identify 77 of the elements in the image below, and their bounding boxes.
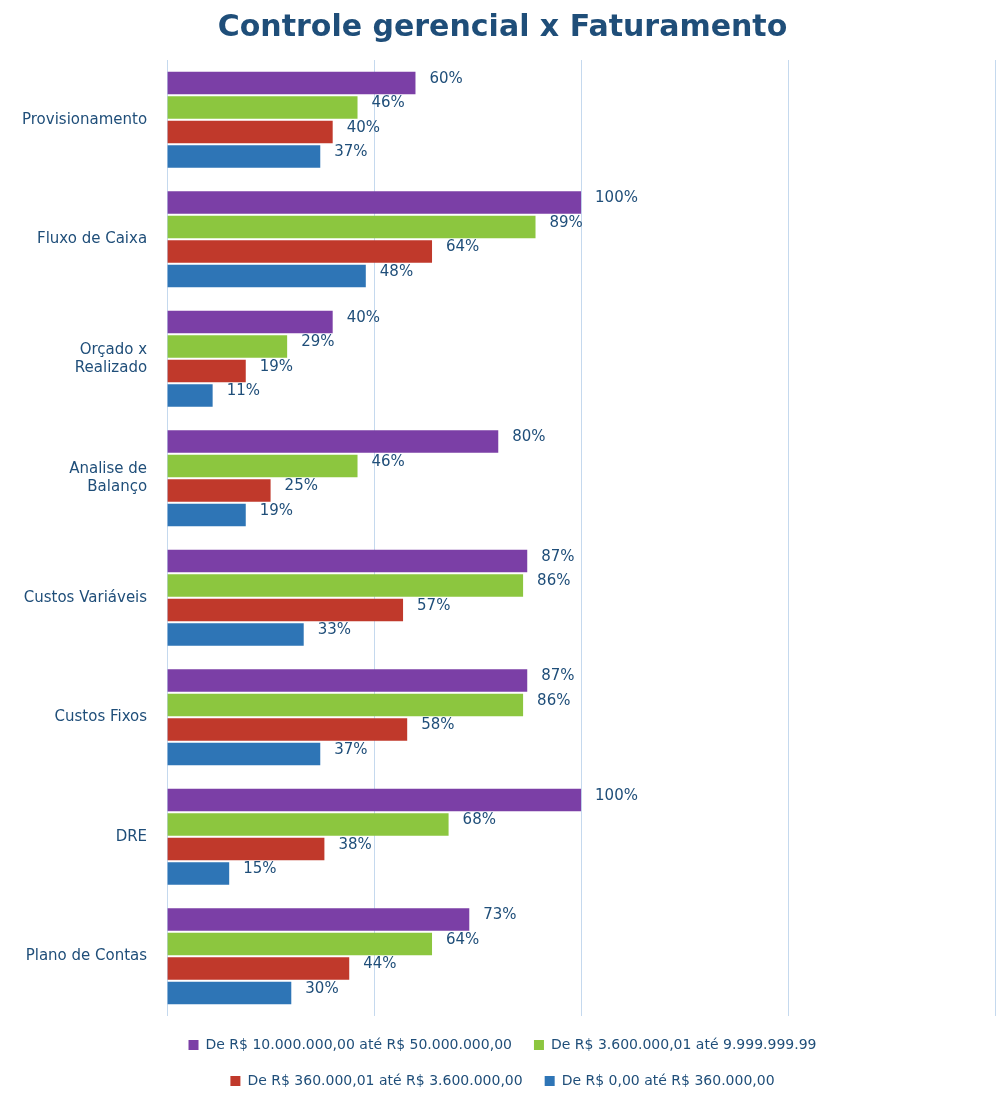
data-label: 60% [429,68,463,87]
data-label: 48% [379,261,414,280]
bar [167,71,416,95]
legend-label: De R$ 360.000,01 até R$ 3.600.000,00 [247,1071,523,1088]
data-label: 87% [541,546,575,565]
data-label: 11% [226,381,260,400]
bar [167,191,582,214]
data-label: 25% [284,476,318,495]
data-label: 19% [259,500,294,519]
data-label: 86% [537,690,571,709]
y-tick-label: Fluxo de Caixa [37,229,148,248]
data-label: 38% [338,834,372,853]
data-label: 37% [334,739,368,758]
bar [167,837,325,861]
bar [167,120,333,144]
data-label: 19% [259,356,294,375]
data-label: 30% [305,978,339,997]
bar [167,359,246,383]
bar [167,598,404,622]
legend-label: De R$ 10.000.000,00 até R$ 50.000.000,00 [205,1035,512,1052]
data-label: 64% [446,929,480,948]
data-label: 57% [417,595,451,614]
legend-label: De R$ 0,00 até R$ 360.000,00 [561,1071,775,1088]
data-label: 86% [537,571,571,590]
bar [167,908,470,931]
y-tick-label: Analise de Balanço [69,459,148,496]
data-label: 58% [421,715,455,734]
data-label: 100% [595,188,638,207]
data-label: 64% [446,237,480,256]
data-label: 33% [317,620,352,639]
data-label: 37% [334,142,368,161]
data-label: 89% [549,212,583,231]
data-label: 80% [512,427,546,446]
bar [167,574,524,597]
bar [167,96,358,119]
data-label: 73% [483,905,517,924]
y-tick-label: Orçado x Realizado [74,339,148,376]
bar [167,145,321,168]
bar [167,862,230,885]
bar [167,384,213,407]
data-label: 68% [462,810,496,829]
data-label: 44% [363,954,397,973]
bar [167,264,366,288]
y-tick-label: DRE [115,826,148,845]
bar [167,430,499,453]
data-label: 100% [595,785,638,804]
bar [167,718,408,741]
bar [167,957,350,980]
bar [167,813,449,836]
bar [167,479,271,502]
data-label: 15% [243,859,277,878]
bar [167,454,358,478]
bar [167,981,292,1005]
data-label: 87% [541,666,575,685]
bar [167,335,288,358]
y-tick-label: Plano de Contas [25,946,148,965]
data-label: 40% [346,307,381,326]
bar [167,549,528,573]
bar [167,669,528,692]
data-label: 46% [371,93,405,112]
bar [167,788,582,812]
bar [167,310,333,334]
legend-label: De R$ 3.600.000,01 até 9.999.999.99 [550,1035,817,1052]
chart-title: Controle gerencial x Faturamento [217,7,788,43]
bar [167,742,321,766]
y-tick-label: Custos Fixos [54,707,148,726]
data-label: 46% [371,451,405,470]
data-label: 40% [346,117,381,136]
bar [167,623,304,646]
bar [167,693,524,717]
y-tick-label: Provisionamento [22,109,148,128]
y-tick-label: Custos Variáveis [23,587,148,606]
data-label: 29% [301,332,335,351]
bar [167,503,246,527]
bar [167,932,433,956]
bar [167,215,536,239]
bar [167,240,433,263]
